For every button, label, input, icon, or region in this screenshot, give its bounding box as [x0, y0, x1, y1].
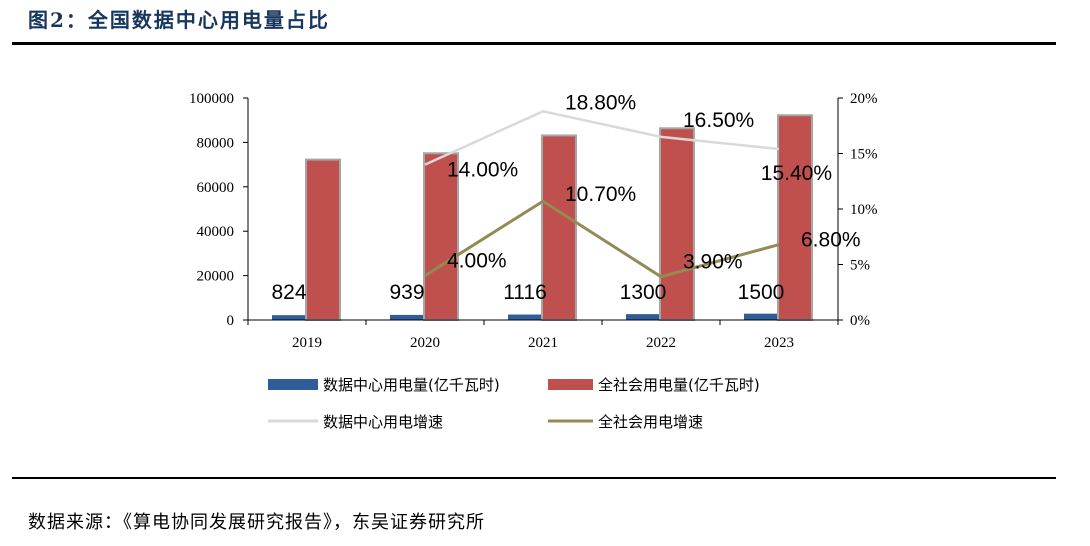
right-tick-label: 0%: [850, 313, 870, 329]
right-tick-label: 15%: [850, 147, 878, 163]
x-tick-label: 2020: [410, 335, 440, 351]
bar-data-label: 939: [389, 281, 424, 304]
line-data-label: 14.00%: [447, 159, 518, 182]
legend-label: 全社会用电量(亿千瓦时): [598, 376, 760, 394]
right-tick-label: 5%: [850, 258, 870, 274]
bar-datacenter-consumption: [508, 314, 541, 320]
left-tick-label: 100000: [189, 91, 234, 107]
top-rule: [12, 42, 1056, 45]
line-data-label: 15.40%: [761, 162, 832, 185]
line-total-growth: [424, 199, 780, 279]
legend-label: 数据中心用电增速: [323, 413, 443, 431]
left-tick-label: 40000: [197, 224, 235, 240]
bar-data-label: 1500: [738, 281, 785, 304]
right-tick-label: 10%: [850, 202, 878, 218]
bar-datacenter-consumption: [744, 313, 777, 320]
bar-datacenter-consumption: [390, 314, 423, 320]
line-data-label: 6.80%: [801, 229, 861, 252]
bar-total-consumption: [423, 152, 459, 321]
line-data-label: 3.90%: [683, 251, 743, 274]
line-data-label: 18.80%: [565, 91, 636, 114]
source-note: 数据来源：《算电协同发展研究报告》，东吴证券研究所: [28, 512, 485, 533]
line-data-label: 4.00%: [447, 250, 507, 273]
bottom-rule: [12, 477, 1056, 479]
bar-data-label: 824: [271, 281, 306, 304]
x-tick-label: 2022: [646, 335, 676, 351]
left-tick-label: 80000: [197, 135, 235, 151]
x-tick-label: 2019: [292, 335, 322, 351]
x-tick-label: 2021: [528, 335, 558, 351]
line-data-label: 10.70%: [565, 183, 636, 206]
legend-label: 全社会用电增速: [598, 413, 703, 431]
bar-total-consumption: [305, 158, 341, 321]
bar-datacenter-consumption: [272, 315, 305, 320]
legend-label: 数据中心用电量(亿千瓦时): [323, 376, 500, 394]
chart: 0 20000 40000 60000 80000 100000 0% 5% 10% 15% 20%…: [189, 91, 878, 431]
figure-title: 图2：全国数据中心用电量占比: [28, 8, 330, 32]
legend-swatch-total-consumption: [548, 379, 593, 390]
bar-total-consumption: [659, 127, 695, 321]
legend-swatch-datacenter-consumption: [268, 379, 318, 390]
right-tick-label: 20%: [850, 91, 878, 107]
left-tick-label: 0: [227, 313, 235, 329]
left-tick-label: 20000: [197, 269, 235, 285]
left-tick-label: 60000: [197, 180, 235, 196]
bar-data-label: 1116: [503, 281, 547, 304]
bar-data-label: 1300: [620, 281, 667, 304]
line-datacenter-growth: [424, 110, 780, 166]
bar-total-consumption: [777, 114, 813, 322]
x-tick-label: 2023: [764, 335, 794, 351]
bar-total-consumption: [541, 134, 577, 321]
bar-datacenter-consumption: [626, 314, 659, 320]
line-data-label: 16.50%: [683, 109, 754, 132]
